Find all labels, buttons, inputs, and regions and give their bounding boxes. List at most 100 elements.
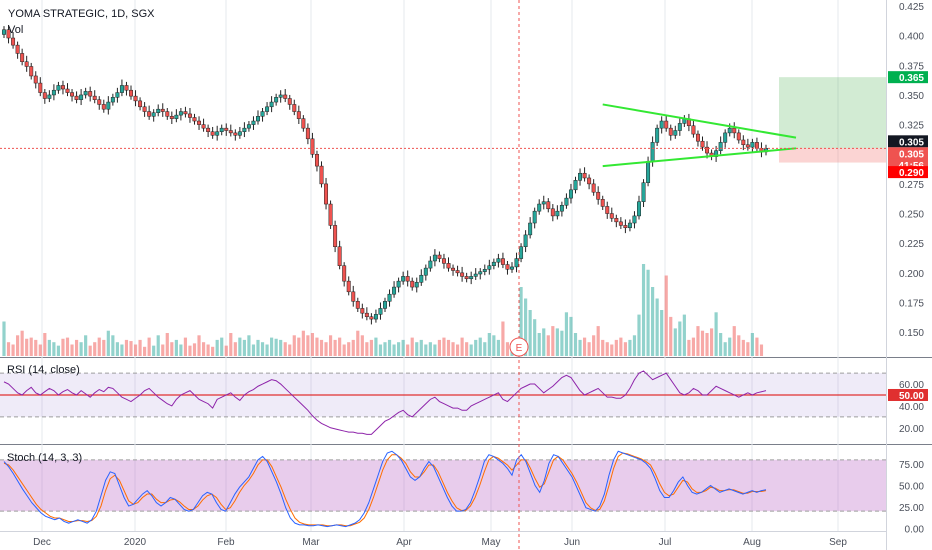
candle-body <box>373 314 378 320</box>
candle-body <box>115 92 120 98</box>
candle-body <box>568 189 573 199</box>
stoch-k-line <box>3 450 767 528</box>
volume-bar <box>97 337 101 356</box>
volume-bar <box>147 337 151 356</box>
candle-body <box>650 142 655 162</box>
volume-bar <box>360 335 364 356</box>
volume-bar <box>469 344 473 356</box>
stoch-tick-label: 75.00 <box>899 460 924 471</box>
candle-body <box>700 140 705 148</box>
rsi-tick-label: 20.00 <box>899 424 924 435</box>
candle-body <box>605 206 610 214</box>
candle-body <box>101 104 106 110</box>
volume-bar <box>347 342 351 356</box>
candle-body <box>555 210 560 217</box>
candle-body <box>70 92 75 97</box>
volume-bar <box>201 342 206 356</box>
candle-body <box>464 276 469 280</box>
volume-bar <box>260 342 265 356</box>
candle-body <box>305 127 310 140</box>
volume-bar <box>637 314 641 356</box>
candle-body <box>664 120 669 129</box>
candlesticks <box>2 24 768 325</box>
volume-bar <box>705 333 709 356</box>
candle-body <box>328 203 333 226</box>
price-tick-label: 0.350 <box>899 91 924 102</box>
candle-body <box>6 29 11 39</box>
volume-bar <box>292 335 296 356</box>
candle-body <box>587 177 592 185</box>
price-level-tag <box>888 71 928 84</box>
candle-body <box>147 111 152 117</box>
volume-bar <box>709 328 714 356</box>
volume-bar <box>74 339 79 356</box>
candle-body <box>646 161 651 183</box>
candle-body <box>38 82 43 93</box>
earnings-marker[interactable] <box>509 337 529 357</box>
candle-body <box>609 213 614 219</box>
candle-body <box>292 104 297 112</box>
triangle-upper-line[interactable] <box>602 103 797 139</box>
volume-bar <box>233 342 237 356</box>
volume-bar <box>38 344 42 356</box>
volume-bar <box>34 339 38 356</box>
volume-bar <box>238 337 242 356</box>
symmetrical-triangle-lines <box>602 103 797 168</box>
volume-bar <box>601 339 605 356</box>
volume-bar <box>224 345 228 356</box>
candle-body <box>228 130 233 134</box>
candle-body <box>546 201 551 210</box>
candle-body <box>528 222 533 236</box>
candle-body <box>160 108 165 112</box>
volume-bar <box>578 339 582 356</box>
candle-body <box>460 272 465 277</box>
volume-bar <box>528 310 532 356</box>
volume-bar <box>197 335 201 356</box>
candle-body <box>741 139 746 146</box>
volume-bar <box>61 338 65 356</box>
volume-bar <box>84 335 88 356</box>
volume-bar <box>732 326 736 356</box>
candle-body <box>15 44 20 54</box>
stoch-d-line <box>3 452 767 527</box>
volume-bar <box>88 345 92 356</box>
candle-body <box>256 116 260 122</box>
price-tick-label: 0.200 <box>899 269 924 280</box>
candle-body <box>432 254 437 262</box>
time-axis-label: Jul <box>659 537 672 548</box>
earnings-marker-label: E <box>516 343 523 354</box>
volume-bar <box>537 333 541 356</box>
candle-body <box>342 265 347 282</box>
volume-bar <box>165 333 169 356</box>
vertical-gridlines <box>41 0 839 531</box>
volume-bar <box>546 335 550 356</box>
volume-bar <box>174 339 178 356</box>
candle-body <box>151 112 156 117</box>
candle-body <box>224 127 229 131</box>
candle-body <box>169 116 174 119</box>
triangle-lower-line[interactable] <box>602 147 797 168</box>
candle-body <box>428 260 433 269</box>
volume-bar <box>406 344 410 356</box>
candle-body <box>396 280 401 288</box>
volume-bar <box>750 333 754 356</box>
volume-bar <box>315 337 319 356</box>
volume-bar <box>401 339 405 356</box>
volume-bar <box>342 344 346 356</box>
volume-bar <box>669 316 673 356</box>
candle-body <box>346 280 351 293</box>
price-axis: 0.4250.4000.3750.3500.3250.3000.2750.250… <box>888 2 928 339</box>
volume-bar <box>596 326 600 356</box>
candle-body <box>655 127 660 143</box>
candle-body <box>383 301 387 309</box>
symbol-title: YOMA STRATEGIC, 1D, SGX <box>8 8 155 20</box>
volume-bar <box>52 342 56 356</box>
candle-body <box>337 246 342 266</box>
time-axis: Dec 2020 Feb Mar Apr May Jun Jul Aug Sep <box>33 537 847 548</box>
price-level-label: 0.365 <box>899 73 924 84</box>
volume-bar <box>106 330 110 356</box>
volume-bar <box>478 337 482 356</box>
volume-bar <box>759 344 764 356</box>
volume-bar <box>11 344 15 356</box>
